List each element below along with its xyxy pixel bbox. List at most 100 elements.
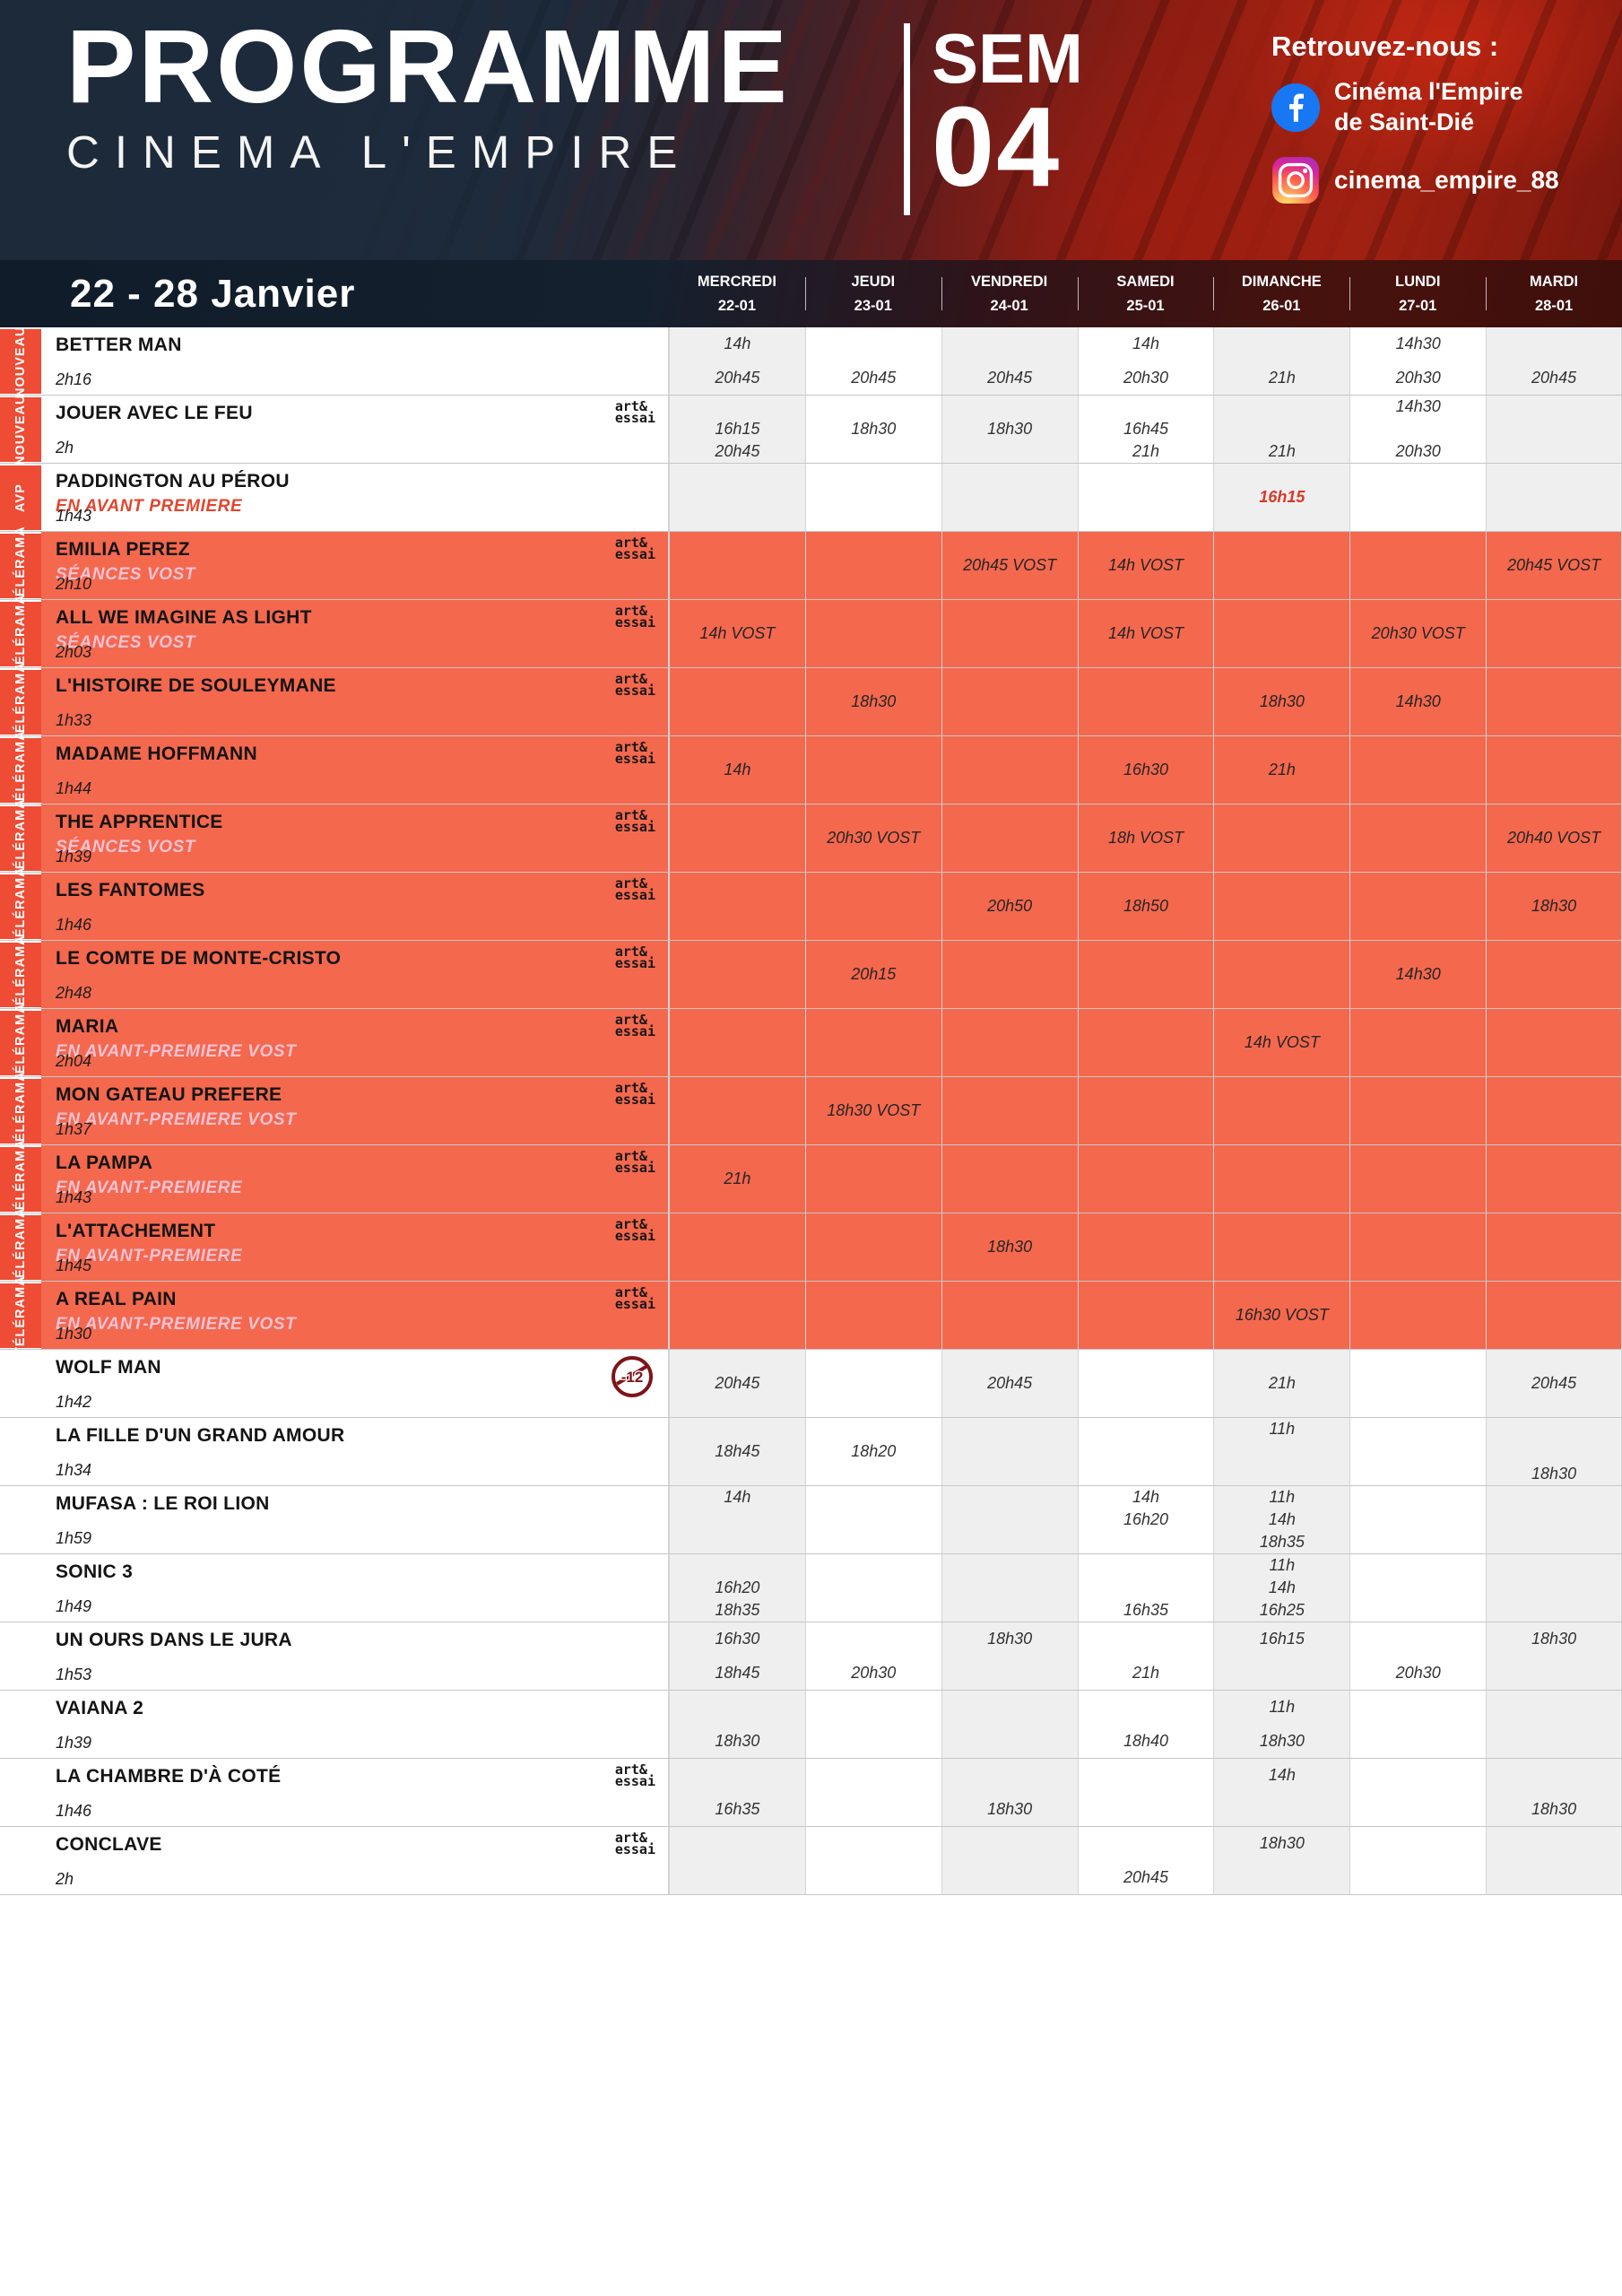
showtime-cell-samedi: 14h VOST bbox=[1077, 600, 1214, 667]
showtime-cell-samedi bbox=[1077, 464, 1214, 531]
film-duration: 2h03 bbox=[56, 643, 92, 661]
showtime-empty-slot bbox=[1487, 464, 1621, 531]
showtime: 18h30 bbox=[1259, 692, 1305, 710]
art-et-essai-word: essai bbox=[614, 886, 655, 903]
showtime-empty-slot bbox=[1079, 1554, 1214, 1577]
showtime: 20h15 bbox=[851, 965, 897, 983]
showtime-cell-vendredi bbox=[941, 1554, 1078, 1622]
film-row: TÉLÉRAMA LA PAMPA EN AVANT-PREMIERE 1h43 art… bbox=[0, 1139, 1622, 1219]
showtime-empty-slot bbox=[1214, 1440, 1349, 1463]
film-row: SONIC 3 1h49 16h20 18h35 16h35 11h 14h 16h25 bbox=[0, 1553, 1622, 1622]
film-info-cell: L'HISTOIRE DE SOULEYMANE 1h33 art& essai bbox=[41, 668, 669, 735]
showtime-cell-mardi bbox=[1486, 396, 1622, 463]
day-header-mardi: MARDI 28-01 bbox=[1486, 270, 1622, 317]
showtime: 18h30 bbox=[1259, 1834, 1305, 1853]
showtime-cell-mercredi bbox=[669, 804, 805, 872]
showtime-empty-slot bbox=[670, 668, 805, 735]
showtime-cell-mardi: 20h45 VOST bbox=[1486, 532, 1622, 599]
film-tag: TÉLÉRAMA bbox=[0, 730, 41, 810]
film-row: NOUVEAU JOUER AVEC LE FEU 2h art& essai 16h15… bbox=[0, 394, 1622, 465]
film-duration: 2h04 bbox=[56, 1052, 92, 1070]
showtime-empty-slot bbox=[806, 1509, 941, 1531]
showtime-empty-slot bbox=[1079, 1577, 1214, 1599]
showtime-cell-jeudi bbox=[804, 1009, 941, 1076]
showtime-empty-slot bbox=[1214, 1145, 1349, 1213]
showtime: 16h35 bbox=[715, 1799, 760, 1818]
film-duration: 1h46 bbox=[56, 1802, 92, 1820]
week-number: 04 bbox=[932, 83, 1062, 210]
showtime: 14h30 bbox=[1395, 335, 1441, 353]
showtime-empty-slot bbox=[1487, 1077, 1621, 1144]
art-et-essai-logo: art& essai bbox=[615, 1831, 655, 1856]
art-et-essai-word: essai bbox=[614, 1159, 655, 1176]
art-et-essai-word: art& bbox=[614, 739, 647, 755]
showtime-empty-slot bbox=[1350, 1463, 1486, 1485]
art-et-essai-logo: art& essai bbox=[614, 739, 655, 765]
art-et-essai-word: essai bbox=[614, 818, 655, 835]
showtime: 14h30 bbox=[1395, 397, 1441, 415]
showtime-empty-slot bbox=[1350, 1861, 1486, 1895]
showtime-cell-lundi: 14h30 bbox=[1349, 941, 1486, 1008]
film-duration: 1h45 bbox=[56, 1257, 92, 1274]
showtime-cell-lundi bbox=[1349, 1554, 1486, 1622]
film-subtitle: EN AVANT-PREMIERE bbox=[56, 1178, 243, 1198]
film-subtitle: EN AVANT-PREMIERE VOST bbox=[56, 1110, 297, 1130]
facebook-name-line1: Cinéma l'Empire bbox=[1334, 78, 1523, 105]
showtime-cell-dimanche bbox=[1213, 1145, 1349, 1213]
showtime: 18h30 bbox=[987, 1630, 1033, 1648]
showtime-cell-jeudi: 18h30 bbox=[804, 668, 941, 735]
showtime-empty-slot bbox=[670, 941, 805, 1008]
film-title: PADDINGTON AU PÉROU bbox=[56, 471, 290, 491]
showtime-cell-mercredi: 21h bbox=[669, 1145, 805, 1213]
facebook-icon bbox=[1271, 83, 1320, 132]
showtime-cell-lundi bbox=[1349, 1418, 1486, 1485]
art-et-essai-word: essai bbox=[614, 1091, 655, 1108]
showtime: 14h VOST bbox=[699, 624, 776, 642]
showtime: 18h30 bbox=[1531, 1799, 1577, 1818]
showtime-cell-jeudi bbox=[804, 1759, 941, 1826]
showtime-cell-lundi bbox=[1349, 464, 1486, 531]
showtime-empty-slot bbox=[1487, 668, 1621, 735]
showtime: 21h bbox=[1268, 1374, 1296, 1392]
film-tag: TÉLÉRAMA bbox=[0, 526, 41, 605]
showtime-empty-slot bbox=[942, 1440, 1078, 1463]
showtime-cell-jeudi: 20h30 bbox=[804, 1622, 941, 1690]
showtime-cell-samedi bbox=[1077, 1759, 1214, 1826]
film-tag-cell: TÉLÉRAMA bbox=[0, 594, 41, 674]
film-tag: TÉLÉRAMA bbox=[0, 1139, 41, 1219]
date-band: 22 - 28 Janvier MERCREDI 22-01 JEUDI 23-01 V… bbox=[0, 260, 1622, 327]
showtime-cell-mercredi: 14h 20h45 bbox=[669, 327, 805, 395]
day-name: MARDI bbox=[1530, 274, 1579, 291]
art-et-essai-logo: art& essai bbox=[615, 1218, 655, 1242]
showtime-cell-dimanche bbox=[1213, 600, 1349, 667]
showtime-cell-mercredi bbox=[669, 464, 805, 531]
showtime-empty-slot bbox=[1487, 440, 1621, 463]
art-et-essai-word: essai bbox=[614, 1022, 655, 1039]
showtime-cell-vendredi: 18h30 bbox=[941, 1213, 1078, 1281]
showtime-empty-slot bbox=[670, 1282, 805, 1349]
film-subtitle: SÉANCES VOST bbox=[56, 838, 196, 857]
film-info-cell: CONCLAVE 2h art& essai bbox=[41, 1827, 669, 1894]
showtime: 20h45 bbox=[851, 368, 897, 387]
showtime-cell-mardi: 18h30 bbox=[1486, 873, 1622, 940]
film-duration: 2h bbox=[56, 1870, 74, 1888]
showtime-empty-slot bbox=[1350, 1554, 1486, 1577]
showtime-cell-mardi bbox=[1486, 736, 1622, 804]
film-tag-cell: TÉLÉRAMA bbox=[0, 526, 41, 605]
day-date: 25-01 bbox=[1126, 297, 1165, 314]
film-info-cell: MARIA EN AVANT-PREMIERE VOST 2h04 art& essai bbox=[41, 1009, 669, 1076]
showtime-empty-slot bbox=[942, 1657, 1078, 1691]
showtime-empty-slot bbox=[1350, 1622, 1486, 1657]
showtime-empty-slot bbox=[1079, 1418, 1214, 1440]
day-date: 27-01 bbox=[1399, 297, 1437, 314]
showtime: 16h35 bbox=[1123, 1601, 1169, 1619]
showtime-empty-slot bbox=[942, 464, 1078, 531]
showtime-cell-mardi bbox=[1486, 1145, 1622, 1213]
film-title: VAIANA 2 bbox=[56, 1698, 144, 1718]
showtime: 20h45 bbox=[715, 442, 760, 460]
film-tag-cell bbox=[0, 1759, 41, 1826]
showtime-empty-slot bbox=[670, 532, 805, 599]
film-title: UN OURS DANS LE JURA bbox=[56, 1630, 292, 1650]
showtime: 20h45 bbox=[1531, 1374, 1577, 1392]
